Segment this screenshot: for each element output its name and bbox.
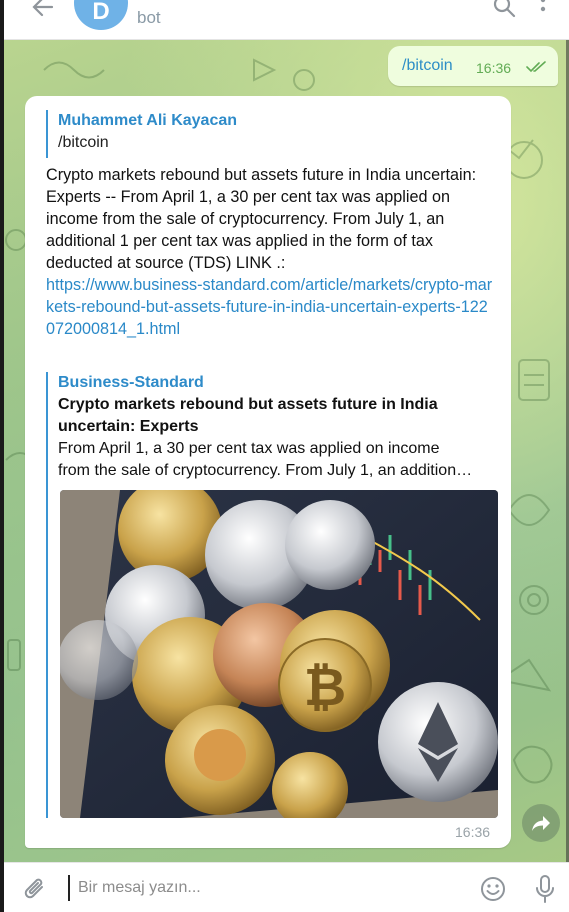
search-icon[interactable] <box>492 0 516 18</box>
outgoing-message[interactable]: /bitcoin 16:36 <box>388 46 558 86</box>
paperclip-icon[interactable] <box>24 877 48 903</box>
back-arrow-icon[interactable] <box>30 0 56 20</box>
chat-area[interactable]: /bitcoin 16:36 Muhammet Ali Kayacan /bit… <box>4 40 569 862</box>
link-preview[interactable]: Business-Standard Crypto markets rebound… <box>46 372 498 818</box>
forward-arrow-icon <box>532 816 550 831</box>
double-check-icon <box>526 61 546 73</box>
background-pattern <box>5 58 553 784</box>
incoming-time: 16:36 <box>455 824 491 840</box>
emoji-icon[interactable] <box>479 875 507 903</box>
microphone-icon[interactable] <box>534 874 556 904</box>
reply-author: Muhammet Ali Kayacan <box>58 112 238 129</box>
window-edge <box>0 0 4 912</box>
message-text: Crypto markets rebound but assets future… <box>46 166 477 272</box>
composer-bar <box>4 862 569 912</box>
crypto-coins-illustration: ₿ <box>60 490 498 818</box>
outgoing-message-text: /bitcoin <box>402 57 453 74</box>
svg-text:₿: ₿ <box>304 658 346 718</box>
avatar[interactable]: D <box>74 0 128 30</box>
preview-description-line2: from the sale of cryptocurrency. From Ju… <box>58 462 473 479</box>
chat-subtitle: bot <box>137 8 161 27</box>
reply-text: /bitcoin <box>58 134 109 151</box>
message-link[interactable]: https://www.business-standard.com/articl… <box>46 276 493 338</box>
message-input[interactable] <box>68 875 458 901</box>
preview-image[interactable]: ₿ <box>60 490 498 818</box>
preview-title: Crypto markets rebound but assets future… <box>58 396 438 435</box>
reply-quote[interactable]: Muhammet Ali Kayacan /bitcoin <box>46 110 486 158</box>
preview-description-line1: From April 1, a 30 per cent tax was appl… <box>58 440 440 457</box>
chat-header: D bot <box>4 0 569 40</box>
avatar-letter: D <box>92 0 110 25</box>
forward-button[interactable] <box>522 804 560 842</box>
outgoing-time: 16:36 <box>476 60 512 76</box>
preview-site-name: Business-Standard <box>58 374 204 391</box>
window-edge-right <box>566 40 569 862</box>
more-vertical-icon[interactable] <box>538 0 548 18</box>
incoming-message[interactable]: Muhammet Ali Kayacan /bitcoin Crypto mar… <box>25 96 511 848</box>
